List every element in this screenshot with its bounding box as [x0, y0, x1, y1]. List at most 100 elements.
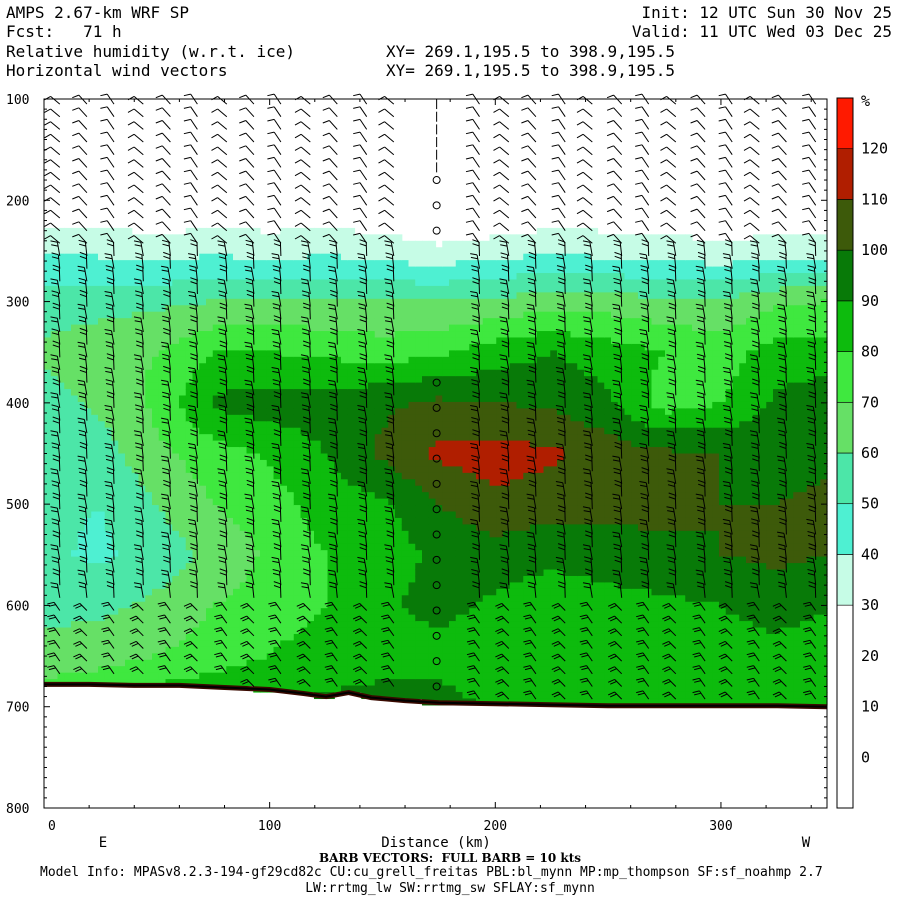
rh-cell	[84, 318, 92, 326]
rh-cell	[428, 666, 437, 674]
rh-cell	[152, 666, 160, 674]
rh-cell	[509, 311, 518, 319]
rh-cell	[57, 273, 65, 281]
rh-cell	[212, 672, 221, 680]
rh-cell	[158, 324, 167, 332]
rh-cell	[206, 292, 214, 300]
rh-cell	[266, 292, 275, 300]
rh-cell	[253, 653, 261, 661]
rh-cell	[395, 459, 403, 467]
rh-cell	[476, 595, 484, 603]
rh-cell	[212, 659, 221, 667]
rh-cell	[496, 563, 504, 571]
rh-cell	[233, 273, 241, 281]
rh-cell	[334, 285, 342, 293]
rh-cell	[57, 633, 65, 642]
rh-cell	[435, 601, 443, 609]
rh-cell	[145, 401, 153, 409]
rh-cell	[185, 492, 194, 500]
rh-cell	[192, 505, 200, 513]
rh-cell	[327, 659, 335, 667]
rh-cell	[449, 305, 457, 313]
rh-cell	[138, 466, 146, 474]
rh-cell	[280, 318, 288, 326]
rh-cell	[172, 395, 180, 403]
rh-cell	[111, 588, 119, 596]
rh-cell	[71, 434, 79, 442]
rh-cell	[131, 575, 140, 584]
rh-cell	[125, 311, 133, 319]
rh-cell	[44, 292, 52, 300]
rh-cell	[179, 343, 187, 351]
rh-cell	[287, 485, 295, 493]
rh-cell	[401, 582, 410, 590]
rh-cell	[287, 550, 295, 558]
rh-cell	[152, 260, 160, 268]
rh-cell	[435, 447, 443, 455]
rh-cell	[327, 350, 335, 358]
rh-cell	[408, 614, 416, 622]
rh-cell	[280, 588, 288, 596]
rh-cell	[98, 382, 106, 390]
rh-cell	[260, 434, 268, 442]
rh-cell	[408, 434, 416, 442]
rh-cell	[77, 401, 86, 409]
rh-cell	[179, 369, 187, 377]
rh-cell	[111, 447, 119, 455]
rh-cell	[482, 621, 491, 629]
rh-cell	[280, 505, 288, 513]
rh-cell	[462, 621, 470, 629]
rh-cell	[50, 505, 59, 513]
rh-cell	[98, 343, 106, 351]
rh-cell	[152, 621, 160, 629]
rh-cell	[111, 466, 119, 474]
rh-cell	[442, 279, 450, 287]
rh-cell	[172, 550, 180, 558]
rh-cell	[280, 260, 288, 268]
rh-cell	[361, 311, 369, 319]
rh-cell	[84, 453, 92, 461]
rh-cell	[320, 505, 329, 513]
rh-cell	[145, 646, 153, 654]
rh-cell	[509, 511, 518, 519]
rh-cell	[280, 273, 288, 281]
rh-cell	[496, 331, 504, 339]
rh-cell	[206, 646, 214, 654]
rh-cell	[246, 234, 254, 242]
rh-cell	[138, 640, 146, 648]
rh-cell	[212, 492, 221, 500]
rh-cell	[239, 485, 248, 493]
rh-cell	[300, 434, 308, 442]
rh-cell	[442, 492, 450, 500]
rh-cell	[489, 595, 497, 603]
rh-cell	[260, 627, 268, 635]
rh-cell	[455, 633, 464, 642]
rh-cell	[415, 311, 423, 319]
rh-cell	[98, 550, 106, 558]
rh-cell	[293, 350, 302, 358]
rh-cell	[347, 227, 356, 235]
rh-cell	[442, 614, 450, 622]
rh-cell	[44, 331, 52, 339]
rh-cell	[266, 298, 275, 306]
rh-cell	[226, 459, 234, 467]
rh-cell	[327, 563, 335, 571]
rh-cell	[287, 305, 295, 313]
rh-cell	[104, 356, 113, 364]
rh-cell	[435, 440, 443, 448]
rh-cell	[320, 414, 329, 422]
rh-cell	[354, 672, 362, 680]
rh-cell	[104, 298, 113, 306]
rh-cell	[233, 247, 241, 255]
rh-cell	[104, 421, 113, 429]
rh-cell	[401, 273, 410, 281]
rh-cell	[449, 485, 457, 493]
rh-cell	[185, 298, 194, 306]
rh-cell	[125, 569, 133, 577]
rh-cell	[152, 569, 160, 577]
rh-cell	[280, 434, 288, 442]
rh-cell	[212, 343, 221, 351]
rh-cell	[287, 343, 295, 351]
rh-cell	[199, 298, 207, 306]
rh-cell	[442, 633, 450, 642]
